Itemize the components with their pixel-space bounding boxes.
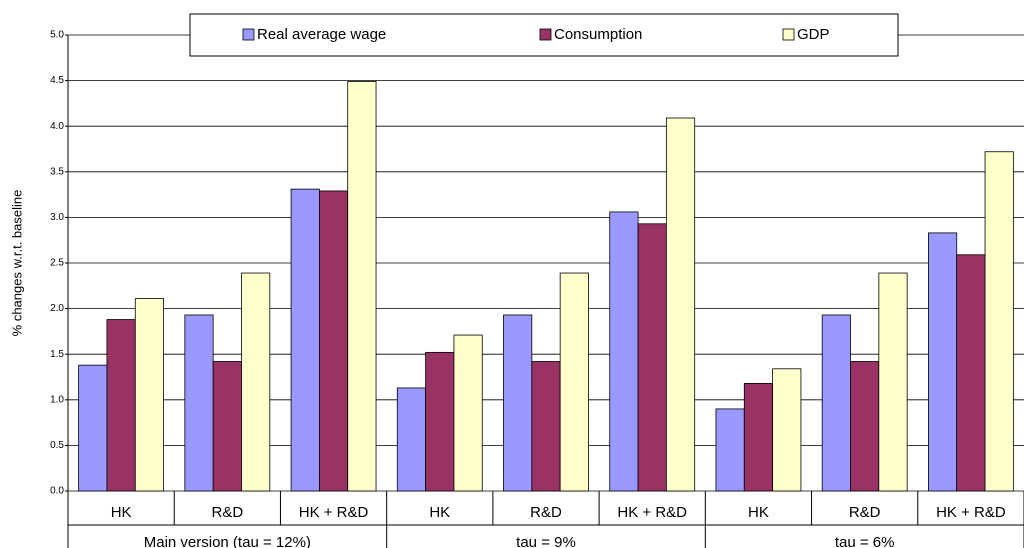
bar bbox=[559, 272, 589, 492]
bar bbox=[396, 387, 427, 492]
y-tick-label: 4.0 bbox=[50, 121, 64, 132]
bar bbox=[184, 314, 214, 492]
y-tick-label: 2.5 bbox=[50, 258, 64, 269]
bar bbox=[212, 361, 242, 492]
x-tick-label: HK bbox=[748, 504, 769, 521]
x-tick-label: R&D bbox=[849, 504, 881, 521]
legend-label: GDP bbox=[797, 26, 830, 43]
group-label: tau = 9% bbox=[516, 534, 576, 548]
legend-swatch bbox=[539, 28, 552, 41]
bar bbox=[984, 151, 1014, 492]
bar bbox=[878, 272, 908, 492]
bar bbox=[241, 272, 271, 492]
bar bbox=[347, 81, 377, 492]
group-label: tau = 6% bbox=[835, 534, 895, 548]
legend-label: Real average wage bbox=[257, 26, 386, 43]
bar bbox=[772, 368, 802, 492]
y-tick-label: 3.0 bbox=[50, 212, 64, 223]
bar bbox=[928, 232, 958, 492]
bar bbox=[531, 361, 561, 492]
bar bbox=[956, 254, 986, 492]
bar bbox=[134, 298, 165, 492]
x-tick-label: R&D bbox=[530, 504, 562, 521]
x-tick-label: HK + R&D bbox=[936, 504, 1006, 521]
bar bbox=[78, 364, 108, 492]
bar bbox=[318, 190, 349, 492]
x-tick-label: HK bbox=[429, 504, 450, 521]
x-tick-label: HK + R&D bbox=[617, 504, 687, 521]
legend-label: Consumption bbox=[554, 26, 642, 43]
bar bbox=[743, 382, 774, 492]
bar bbox=[850, 361, 880, 492]
bar bbox=[503, 314, 533, 492]
legend-swatch bbox=[242, 28, 255, 41]
y-tick-label: 2.0 bbox=[50, 303, 64, 314]
y-tick-label: 0.5 bbox=[50, 440, 64, 451]
y-tick-label: 1.0 bbox=[50, 394, 64, 405]
bar bbox=[290, 188, 320, 492]
bar bbox=[425, 351, 455, 492]
y-tick-label: 1.5 bbox=[50, 349, 64, 360]
bar bbox=[821, 314, 851, 492]
y-tick-label: 0.0 bbox=[50, 486, 64, 497]
x-tick-label: R&D bbox=[211, 504, 243, 521]
x-tick-label: HK + R&D bbox=[299, 504, 369, 521]
bar bbox=[453, 334, 483, 492]
y-tick-label: 4.5 bbox=[50, 75, 64, 86]
bar bbox=[609, 211, 639, 492]
x-tick-label: HK bbox=[111, 504, 132, 521]
y-tick-label: 3.5 bbox=[50, 166, 64, 177]
bar bbox=[637, 223, 667, 492]
y-tick-label: 5.0 bbox=[50, 30, 64, 41]
bar bbox=[715, 408, 745, 492]
bar bbox=[665, 117, 696, 492]
group-label: Main version (tau = 12%) bbox=[144, 534, 311, 548]
legend-swatch bbox=[782, 28, 795, 41]
y-axis-label: % changes w.r.t. baseline bbox=[9, 190, 24, 337]
bar bbox=[106, 319, 136, 492]
